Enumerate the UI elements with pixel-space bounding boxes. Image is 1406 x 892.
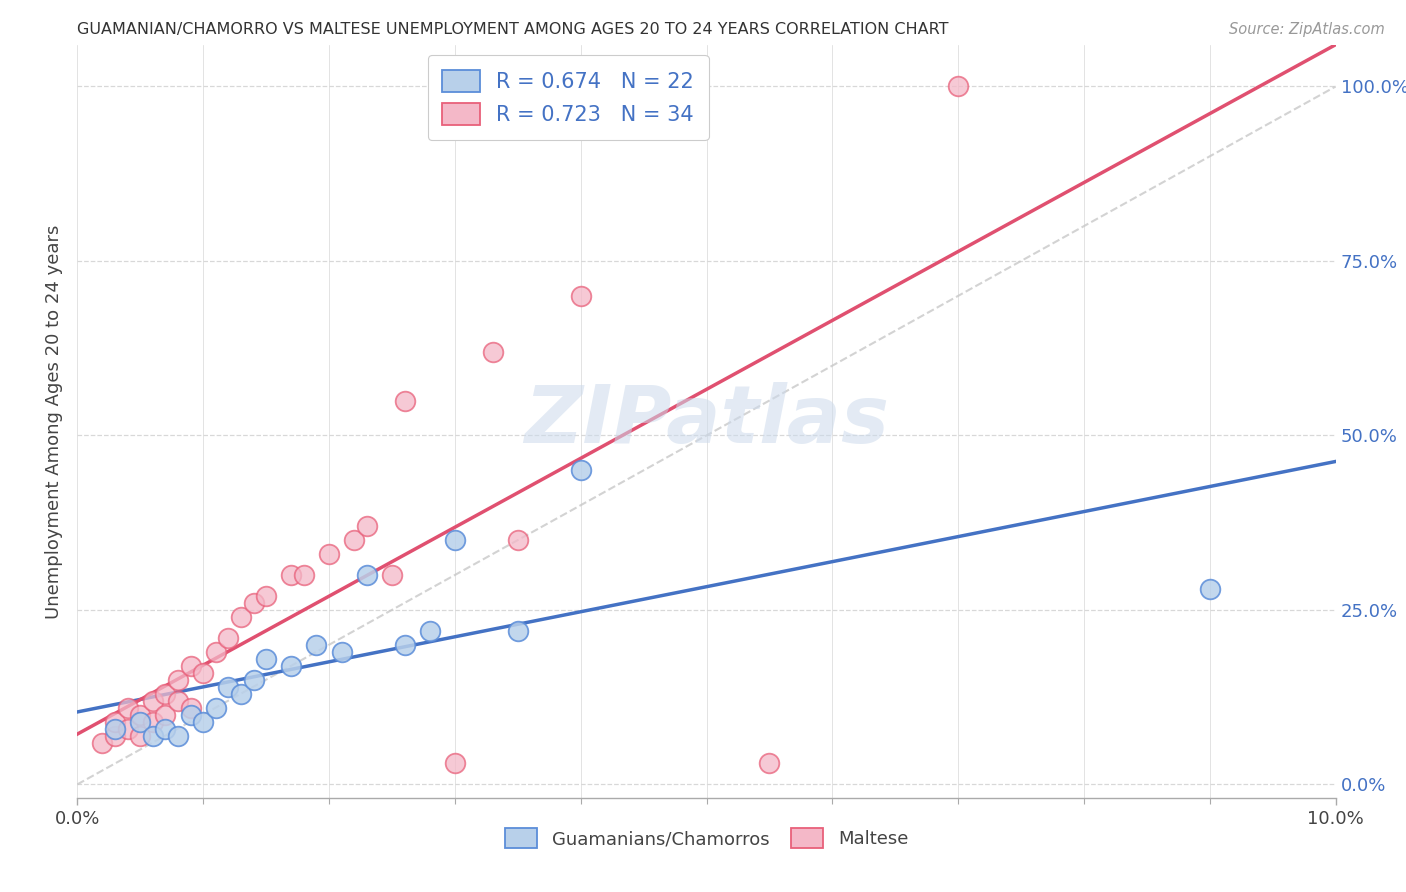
- Point: [318, 547, 340, 561]
- Point: [254, 589, 277, 603]
- Point: [381, 568, 404, 582]
- Point: [242, 673, 264, 687]
- Text: ZIPatlas: ZIPatlas: [524, 383, 889, 460]
- Point: [394, 638, 416, 652]
- Point: [155, 687, 177, 701]
- Point: [180, 658, 202, 673]
- Point: [569, 463, 592, 477]
- Point: [129, 729, 152, 743]
- Point: [292, 568, 315, 582]
- Point: [280, 568, 302, 582]
- Point: [117, 700, 139, 714]
- Point: [104, 729, 127, 743]
- Point: [1198, 582, 1220, 596]
- Point: [204, 645, 226, 659]
- Point: [394, 393, 416, 408]
- Point: [356, 568, 378, 582]
- Point: [419, 624, 441, 638]
- Point: [569, 289, 592, 303]
- Legend: Guamanians/Chamorros, Maltese: Guamanians/Chamorros, Maltese: [496, 819, 917, 857]
- Point: [91, 735, 114, 749]
- Point: [356, 519, 378, 533]
- Point: [129, 707, 152, 722]
- Point: [343, 533, 366, 548]
- Point: [155, 722, 177, 736]
- Point: [142, 729, 165, 743]
- Y-axis label: Unemployment Among Ages 20 to 24 years: Unemployment Among Ages 20 to 24 years: [45, 224, 63, 619]
- Point: [254, 652, 277, 666]
- Point: [217, 631, 239, 645]
- Point: [242, 596, 264, 610]
- Point: [142, 693, 165, 707]
- Point: [155, 707, 177, 722]
- Point: [167, 693, 190, 707]
- Point: [444, 756, 467, 771]
- Point: [481, 344, 503, 359]
- Point: [167, 729, 190, 743]
- Point: [948, 79, 970, 94]
- Point: [217, 680, 239, 694]
- Point: [506, 533, 529, 548]
- Point: [204, 700, 226, 714]
- Point: [191, 714, 215, 729]
- Text: GUAMANIAN/CHAMORRO VS MALTESE UNEMPLOYMENT AMONG AGES 20 TO 24 YEARS CORRELATION: GUAMANIAN/CHAMORRO VS MALTESE UNEMPLOYME…: [77, 22, 949, 37]
- Point: [191, 665, 215, 680]
- Point: [229, 687, 252, 701]
- Point: [142, 714, 165, 729]
- Point: [330, 645, 353, 659]
- Point: [444, 533, 467, 548]
- Point: [117, 722, 139, 736]
- Point: [180, 700, 202, 714]
- Point: [305, 638, 328, 652]
- Point: [229, 610, 252, 624]
- Point: [180, 707, 202, 722]
- Point: [129, 714, 152, 729]
- Point: [506, 624, 529, 638]
- Point: [104, 714, 127, 729]
- Text: Source: ZipAtlas.com: Source: ZipAtlas.com: [1229, 22, 1385, 37]
- Point: [104, 722, 127, 736]
- Point: [167, 673, 190, 687]
- Point: [280, 658, 302, 673]
- Point: [758, 756, 780, 771]
